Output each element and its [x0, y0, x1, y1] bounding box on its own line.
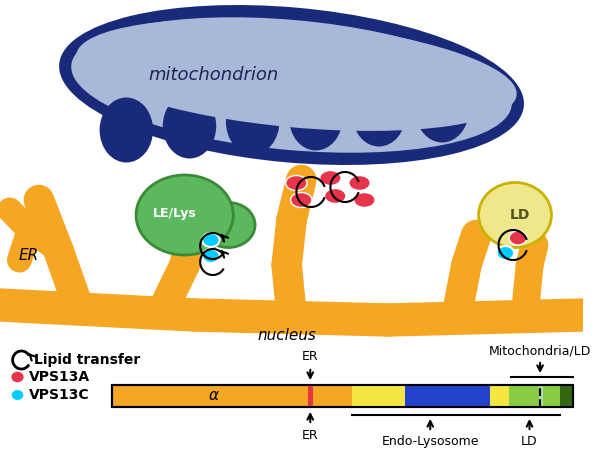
Ellipse shape — [100, 98, 153, 163]
Bar — [112, 385, 574, 407]
Text: ER: ER — [302, 350, 319, 363]
Ellipse shape — [352, 81, 406, 146]
Bar — [405, 385, 490, 407]
Bar — [308, 385, 313, 407]
Bar — [509, 385, 539, 407]
Text: Mitochondria/LD: Mitochondria/LD — [489, 344, 592, 357]
Text: VPS13A: VPS13A — [29, 370, 90, 384]
Ellipse shape — [11, 389, 24, 401]
Ellipse shape — [320, 170, 341, 186]
Ellipse shape — [479, 182, 551, 248]
Text: ER: ER — [302, 429, 319, 442]
Ellipse shape — [354, 193, 375, 207]
Bar — [560, 385, 574, 407]
Text: α: α — [208, 388, 218, 403]
Text: Endo-Lysosome: Endo-Lysosome — [382, 435, 479, 448]
Ellipse shape — [290, 193, 312, 207]
Ellipse shape — [163, 94, 216, 158]
Text: LE/Lys: LE/Lys — [153, 206, 197, 219]
Ellipse shape — [11, 371, 24, 383]
Ellipse shape — [497, 246, 514, 260]
Text: ER: ER — [19, 248, 39, 263]
Ellipse shape — [71, 17, 512, 153]
Ellipse shape — [415, 77, 469, 143]
Text: LD: LD — [521, 435, 538, 448]
Ellipse shape — [76, 19, 517, 131]
Bar — [352, 385, 405, 407]
Ellipse shape — [202, 249, 220, 263]
Ellipse shape — [202, 202, 255, 248]
Ellipse shape — [226, 89, 280, 155]
Text: VPS13C: VPS13C — [29, 388, 90, 402]
Ellipse shape — [286, 175, 307, 190]
Bar — [544, 385, 560, 407]
Ellipse shape — [325, 188, 346, 204]
Text: LD: LD — [510, 208, 530, 222]
Text: Lipid transfer: Lipid transfer — [34, 353, 140, 367]
Bar — [112, 385, 574, 407]
Ellipse shape — [349, 175, 370, 190]
Bar — [490, 385, 509, 407]
Ellipse shape — [59, 5, 524, 165]
Bar — [539, 385, 544, 407]
Ellipse shape — [289, 86, 343, 150]
Text: mitochondrion: mitochondrion — [149, 66, 279, 84]
Ellipse shape — [509, 231, 527, 245]
Ellipse shape — [136, 175, 233, 255]
Text: nucleus: nucleus — [257, 327, 316, 343]
Ellipse shape — [202, 233, 220, 247]
